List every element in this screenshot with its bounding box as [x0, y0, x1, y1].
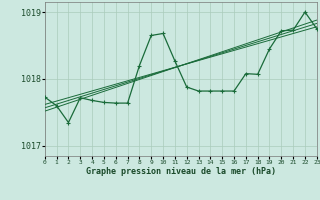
X-axis label: Graphe pression niveau de la mer (hPa): Graphe pression niveau de la mer (hPa)	[86, 167, 276, 176]
